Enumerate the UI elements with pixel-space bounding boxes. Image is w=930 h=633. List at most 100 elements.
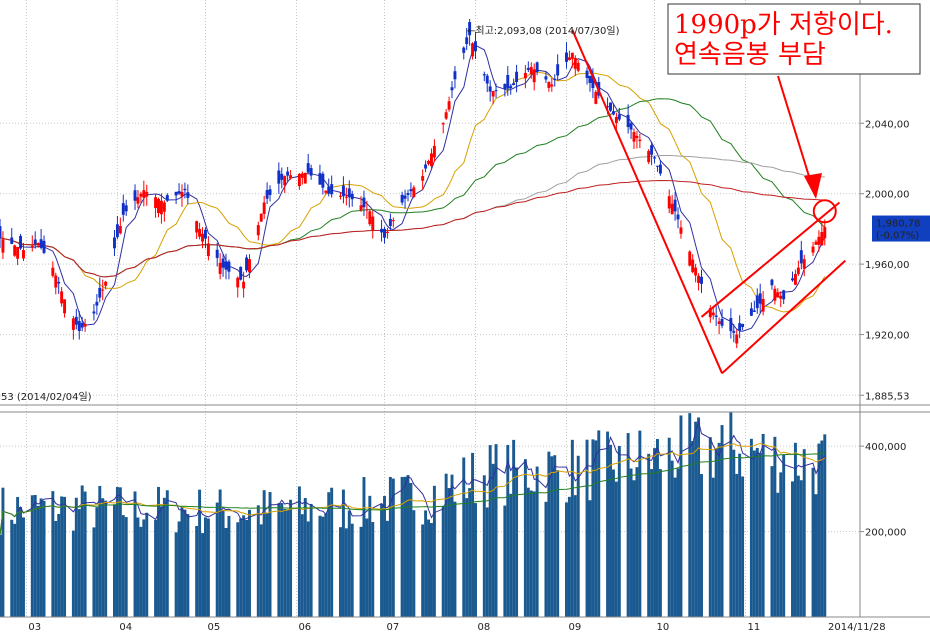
volume-bar: [324, 513, 328, 617]
candle-body: [330, 184, 334, 195]
candle-body: [820, 231, 824, 246]
x-tick-label: 10: [657, 622, 670, 633]
volume-bar: [629, 468, 633, 617]
volume-bar: [729, 411, 733, 617]
volume-bar: [523, 459, 527, 617]
volume-bar: [368, 495, 372, 617]
volume-bar: [447, 488, 451, 617]
candle-body: [289, 175, 293, 179]
candle-body: [341, 185, 345, 197]
volume-bar: [814, 494, 818, 617]
volume-bar: [388, 476, 392, 617]
volume-tick-label: 400,000: [865, 442, 906, 453]
volume-bar: [383, 496, 386, 617]
candle-body: [697, 275, 701, 283]
volume-bar: [638, 430, 642, 617]
volume-bar: [104, 500, 108, 617]
volume-bar: [277, 503, 281, 617]
volume-bar: [597, 430, 601, 617]
trend-lines: [571, 29, 846, 375]
volume-bar: [95, 507, 99, 617]
candle-body: [359, 205, 363, 211]
volume-bar: [154, 519, 158, 617]
candle-body: [468, 22, 472, 36]
volume-bar: [39, 498, 43, 617]
volume-bar: [450, 474, 454, 617]
candle-body: [611, 111, 615, 115]
candle-body: [462, 47, 466, 53]
candle-body: [198, 228, 202, 237]
candle-body: [653, 157, 657, 159]
candle-body: [576, 62, 580, 71]
candle-body: [101, 289, 105, 291]
candle-body: [711, 312, 715, 316]
candle-body: [471, 43, 475, 57]
candle-body: [488, 86, 492, 92]
trend-line: [571, 29, 723, 374]
volume-bar: [36, 505, 40, 617]
candle-body: [145, 191, 149, 197]
candle-body: [617, 114, 621, 120]
volume-bar: [444, 473, 448, 617]
volume-bar: [711, 477, 715, 617]
candle-body: [1, 239, 5, 253]
volume-bar: [289, 499, 293, 617]
candle-body: [450, 87, 454, 91]
volume-bar: [385, 520, 389, 617]
candle-body: [632, 132, 636, 142]
candle-body: [553, 78, 557, 80]
volume-bar: [755, 447, 759, 617]
candle-body: [245, 257, 249, 271]
candle-body: [54, 275, 58, 288]
volume-bar: [471, 452, 475, 617]
candle-body: [409, 189, 413, 192]
candle-body: [588, 75, 592, 84]
volume-bar: [139, 526, 143, 617]
volume-bar: [535, 466, 539, 617]
candle-body: [242, 281, 246, 289]
candle-body: [556, 64, 560, 76]
volume-bar: [717, 442, 721, 617]
candle-body: [799, 250, 803, 264]
candle-body: [42, 240, 46, 253]
volume-bar: [380, 503, 384, 617]
candle-body: [206, 243, 210, 257]
candle-body: [529, 66, 533, 75]
candle-body: [36, 243, 40, 246]
candle-body: [57, 281, 61, 284]
volume-bar: [494, 444, 498, 617]
candle-body: [248, 259, 251, 273]
volume-bar: [547, 451, 551, 617]
resistance-circle: [812, 199, 837, 224]
volume-bar: [13, 523, 17, 617]
candle-body: [306, 163, 310, 173]
candle-body: [509, 86, 513, 89]
candle-body: [793, 273, 797, 285]
candle-body: [60, 291, 64, 304]
candle-body: [344, 196, 348, 198]
candle-body: [585, 70, 589, 78]
candle-body: [350, 193, 354, 200]
x-tick-label: 06: [298, 622, 311, 633]
candle-body: [215, 249, 219, 258]
volume-bar: [429, 523, 433, 617]
volume-bar: [515, 467, 519, 617]
candle-body: [694, 267, 698, 276]
note-box: [667, 3, 921, 75]
candle-body: [817, 236, 821, 245]
volume-bar: [186, 514, 190, 617]
volume-bar: [700, 474, 703, 617]
candle-body: [92, 311, 96, 314]
volume-bar: [371, 522, 375, 617]
candle-body: [735, 334, 739, 344]
volume-bar: [309, 503, 313, 617]
trend-line: [700, 201, 841, 318]
candle-body: [650, 145, 654, 155]
x-tick-label: 09: [568, 622, 581, 633]
candle-body: [277, 170, 281, 184]
volume-bar: [585, 439, 589, 617]
volume-bar: [113, 504, 116, 617]
candle-body: [761, 298, 765, 312]
volume-bar: [236, 522, 240, 617]
volume-bar: [776, 492, 780, 617]
